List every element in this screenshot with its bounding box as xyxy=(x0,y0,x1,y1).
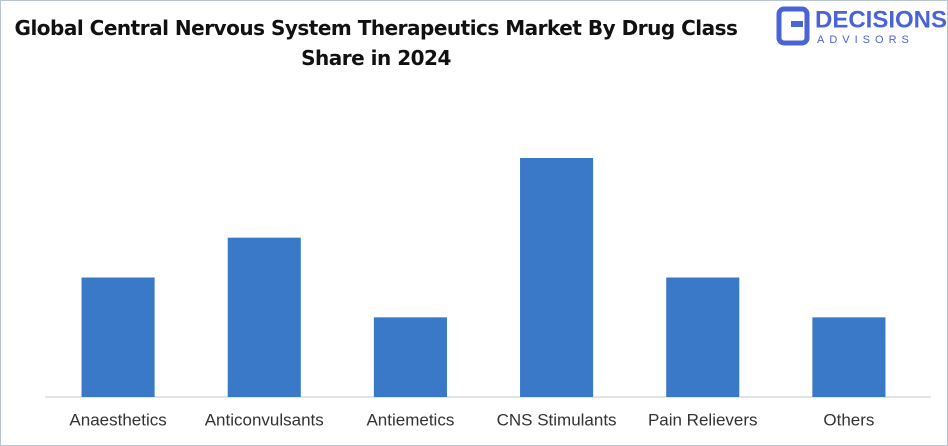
x-tick-label: Anticonvulsants xyxy=(205,410,324,429)
logo-icon xyxy=(776,6,810,46)
bar xyxy=(812,317,886,397)
x-tick-label: CNS Stimulants xyxy=(497,410,617,429)
x-tick-label: Anaesthetics xyxy=(69,410,166,429)
logo-icon xyxy=(791,21,803,27)
bar xyxy=(227,237,301,397)
x-tick-label: Pain Relievers xyxy=(648,410,758,429)
x-tick-label: Antiemetics xyxy=(366,410,454,429)
logo-name: DECISIONS xyxy=(815,6,947,33)
logo-tagline: ADVISORS xyxy=(817,34,914,46)
bar xyxy=(373,317,447,397)
x-tick-label: Others xyxy=(823,410,874,429)
bar xyxy=(81,277,155,397)
logo: DECISIONS ADVISORS xyxy=(776,6,947,46)
chart-title: Global Central Nervous System Therapeuti… xyxy=(14,16,738,70)
bar xyxy=(520,158,594,397)
bar xyxy=(666,277,740,397)
